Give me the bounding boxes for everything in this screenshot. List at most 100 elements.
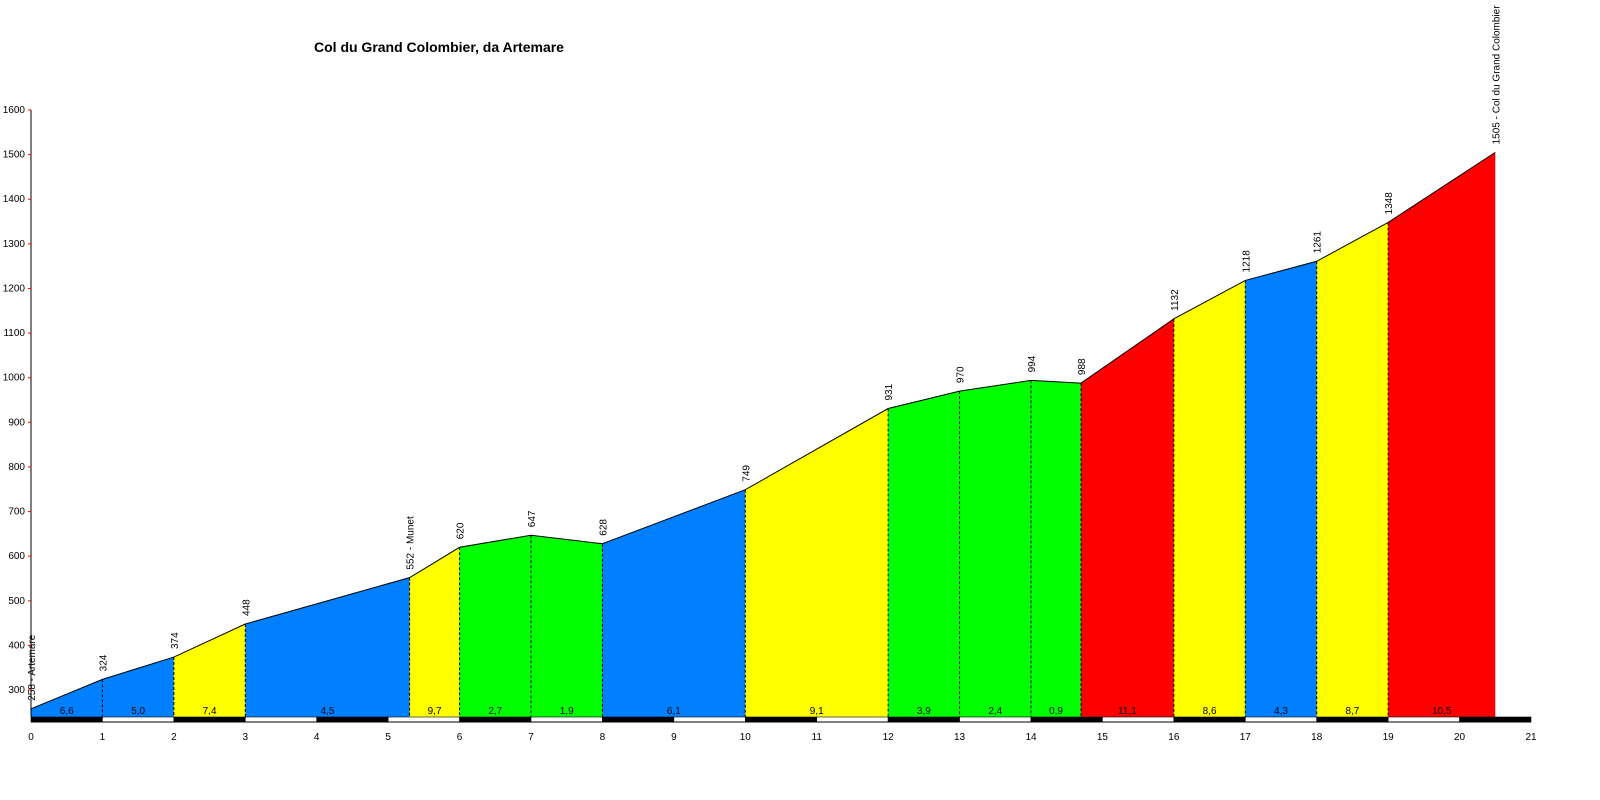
- elevation-label: 448: [241, 599, 252, 616]
- elevation-label: 628: [598, 519, 609, 536]
- x-tick-label: 8: [600, 732, 606, 743]
- profile-segment: [31, 679, 103, 717]
- x-tick-label: 15: [1097, 732, 1109, 743]
- elevation-label: 970: [956, 366, 967, 383]
- y-tick-label: 1600: [3, 105, 26, 116]
- x-tick-label: 11: [812, 732, 823, 743]
- elevation-label: 1505 - Col du Grand Colombier: [1491, 5, 1502, 145]
- y-tick-label: 1300: [3, 239, 26, 250]
- chart-title: Col du Grand Colombier, da Artemare: [314, 39, 564, 55]
- km-bar-segment: [30, 716, 103, 723]
- y-tick-label: 1400: [3, 194, 26, 205]
- segment-gradient-label: 8,6: [1203, 706, 1217, 717]
- segment-gradient-label: 2,4: [988, 706, 1002, 717]
- y-tick-label: 600: [8, 551, 25, 562]
- elevation-label: 258 - Artemare: [27, 634, 38, 701]
- elevation-label: 647: [527, 510, 538, 527]
- profile-segment: [459, 535, 531, 717]
- x-tick-label: 12: [883, 732, 895, 743]
- elevation-label: 749: [741, 465, 752, 482]
- km-bar-segment: [1173, 716, 1246, 723]
- x-tick-label: 6: [457, 732, 463, 743]
- x-tick-label: 20: [1454, 732, 1466, 743]
- km-bar-segment: [316, 716, 389, 723]
- x-tick-label: 2: [171, 732, 177, 743]
- segment-gradient-label: 4,5: [320, 706, 334, 717]
- km-bar-segment: [1316, 716, 1389, 723]
- profile-segment: [1316, 222, 1389, 718]
- x-tick-label: 9: [671, 732, 677, 743]
- km-bar-segment: [459, 716, 532, 723]
- x-tick-label: 14: [1025, 732, 1037, 743]
- y-tick-label: 300: [8, 685, 25, 696]
- segment-gradient-label: 5,0: [131, 706, 145, 717]
- km-bar-segment: [1459, 716, 1532, 723]
- y-tick-label: 1500: [3, 150, 26, 161]
- x-tick-label: 19: [1383, 732, 1395, 743]
- km-bar-segment: [102, 716, 175, 723]
- profile-segment: [102, 657, 174, 717]
- segment-gradient-label: 6,6: [60, 706, 74, 717]
- elevation-label: 324: [98, 654, 109, 671]
- y-tick-label: 700: [8, 507, 25, 518]
- profile-segment: [245, 577, 410, 717]
- km-bar-segment: [173, 716, 246, 723]
- segment-gradient-label: 7,4: [203, 706, 217, 717]
- elevation-label: 1261: [1313, 231, 1324, 254]
- km-bar-segment: [244, 716, 318, 723]
- profile-segment: [1245, 261, 1317, 717]
- segment-gradient-label: 8,7: [1345, 706, 1359, 717]
- elevation-label: 374: [170, 632, 181, 649]
- profile-segment: [745, 408, 889, 717]
- y-tick-label: 500: [8, 596, 25, 607]
- km-bar-segment: [1030, 716, 1103, 723]
- km-bar-segment: [1244, 716, 1318, 723]
- km-bar-segment: [816, 716, 889, 723]
- km-bar-segment: [1387, 716, 1460, 723]
- elevation-label: 931: [884, 383, 895, 400]
- x-tick-label: 0: [28, 732, 34, 743]
- km-bar-segment: [959, 716, 1032, 723]
- x-tick-label: 10: [740, 732, 752, 743]
- km-bar-segment: [887, 716, 960, 723]
- x-tick-label: 4: [314, 732, 320, 743]
- km-bar-segment: [530, 716, 603, 723]
- x-tick-label: 17: [1240, 732, 1252, 743]
- segment-gradient-label: 10,5: [1432, 706, 1452, 717]
- segment-gradient-label: 3,9: [917, 706, 931, 717]
- elevation-label: 988: [1077, 358, 1088, 375]
- x-tick-label: 7: [528, 732, 534, 743]
- profile-segment: [1081, 318, 1174, 717]
- elevation-label: 994: [1027, 355, 1038, 372]
- segment-gradient-label: 2,7: [488, 706, 502, 717]
- km-bar-segment: [602, 716, 675, 723]
- profile-segment: [173, 624, 246, 717]
- km-bar-segment: [673, 716, 746, 723]
- segment-gradient-label: 4,3: [1274, 706, 1288, 717]
- profile-segment: [602, 489, 746, 717]
- profile-segment: [959, 380, 1031, 717]
- profile-segment: [1388, 152, 1496, 717]
- elevation-label: 1218: [1241, 250, 1252, 273]
- y-tick-label: 800: [8, 462, 25, 473]
- profile-segment: [1173, 280, 1246, 717]
- x-tick-label: 5: [385, 732, 391, 743]
- x-tick-label: 18: [1311, 732, 1323, 743]
- x-tick-label: 16: [1168, 732, 1180, 743]
- segment-gradient-label: 6,1: [667, 706, 681, 717]
- y-tick-label: 400: [8, 640, 25, 651]
- km-bar-segment: [1102, 716, 1175, 723]
- segment-gradient-label: 1,9: [560, 706, 574, 717]
- y-tick-label: 1200: [3, 283, 26, 294]
- km-bar-segment: [387, 716, 460, 723]
- segment-gradient-label: 9,1: [810, 706, 824, 717]
- elevation-label: 620: [456, 522, 467, 539]
- km-bar-segment: [744, 716, 818, 723]
- x-tick-label: 13: [954, 732, 966, 743]
- y-tick-label: 900: [8, 417, 25, 428]
- profile-segment: [531, 535, 603, 717]
- elevation-label: 1132: [1170, 289, 1181, 311]
- elevation-label: 1348: [1384, 192, 1395, 215]
- profile-line: [30, 151, 1496, 710]
